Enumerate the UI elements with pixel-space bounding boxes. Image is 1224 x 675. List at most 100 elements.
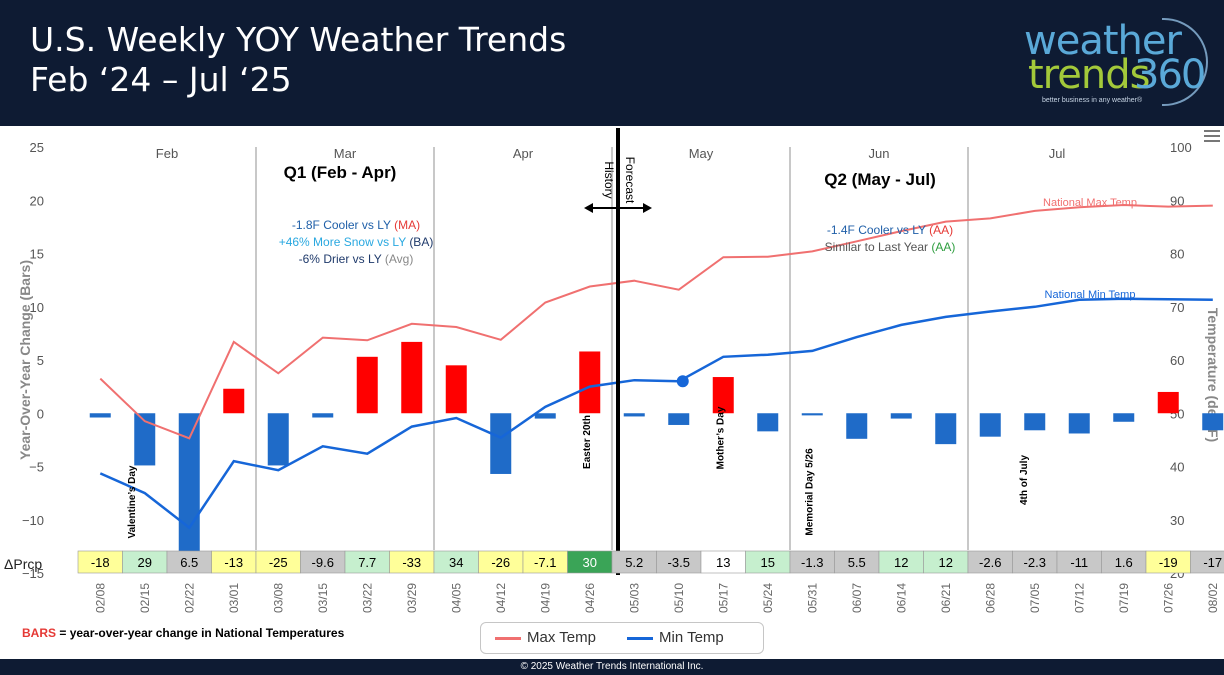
yoy-bar xyxy=(401,341,423,414)
x-tick-label: 05/31 xyxy=(805,583,819,613)
legend-min-line xyxy=(627,637,653,640)
precip-cell-value: -33 xyxy=(402,555,421,570)
yoy-bar xyxy=(712,377,734,414)
forecast-label: Forecast xyxy=(623,157,637,204)
yoy-bar xyxy=(1068,413,1090,434)
yoy-bar xyxy=(178,413,200,568)
yoy-bar xyxy=(1113,413,1135,422)
precip-cell-value: -9.6 xyxy=(312,555,334,570)
history-label: History xyxy=(602,161,616,198)
x-tick-label: 03/15 xyxy=(316,583,330,613)
yoy-bar xyxy=(223,388,245,414)
q2-note-1: -1.4F Cooler vs LY (AA) xyxy=(827,223,953,237)
header-bar: U.S. Weekly YOY Weather Trends Feb ‘24 –… xyxy=(0,0,1224,126)
y-tick-label: 20 xyxy=(30,193,44,208)
page-title: U.S. Weekly YOY Weather Trends Feb ‘24 –… xyxy=(30,20,566,100)
chart-legend: Max Temp Min Temp xyxy=(480,622,764,654)
precip-cell-value: 15 xyxy=(761,555,775,570)
x-tick-label: 05/24 xyxy=(761,583,775,613)
logo-word-360: 360 xyxy=(1134,52,1206,98)
yoy-bar xyxy=(490,413,512,474)
precip-cell-value: -18 xyxy=(91,555,110,570)
yoy-bar xyxy=(757,413,779,432)
y2-tick-label: 80 xyxy=(1170,247,1184,262)
precip-cell-value: 5.5 xyxy=(848,555,866,570)
arrow-right-head-icon xyxy=(643,203,652,213)
arrow-left-head-icon xyxy=(584,203,593,213)
x-tick-label: 05/10 xyxy=(672,583,686,613)
precip-row-label: ΔPrcp xyxy=(4,556,42,572)
precip-cell-value: -25 xyxy=(269,555,288,570)
x-tick-label: 06/21 xyxy=(939,583,953,613)
yoy-bar xyxy=(445,365,467,414)
yoy-bar xyxy=(312,413,334,418)
legend-min-label[interactable]: Min Temp xyxy=(659,629,724,646)
event-label: Mother’s Day xyxy=(715,406,726,469)
month-label: Apr xyxy=(513,146,534,161)
yoy-bar xyxy=(267,413,289,466)
y-tick-label: 5 xyxy=(37,353,44,368)
x-tick-label: 06/14 xyxy=(894,583,908,613)
q2-note-2: Similar to Last Year (AA) xyxy=(825,240,956,254)
event-label: 4th of July xyxy=(1019,455,1030,505)
precip-cell-value: -7.1 xyxy=(534,555,556,570)
precip-cell-value: 6.5 xyxy=(180,555,198,570)
bars-note-text: = year-over-year change in National Temp… xyxy=(56,626,345,640)
min-temp-line xyxy=(99,297,1213,530)
yoy-bar xyxy=(89,413,111,418)
weather-chart: Feb Mar Apr May Jun Jul−15−10−505101520252030… xyxy=(4,128,1224,613)
yoy-bar xyxy=(356,356,378,414)
x-tick-label: 04/26 xyxy=(583,583,597,613)
max-temp-line xyxy=(99,203,1213,440)
yoy-bar xyxy=(134,413,156,466)
x-tick-label: 05/17 xyxy=(716,583,730,613)
month-label: Mar xyxy=(334,146,357,161)
yoy-bar xyxy=(1202,413,1224,431)
precip-cell-value: 29 xyxy=(138,555,152,570)
y-tick-label: 10 xyxy=(30,300,44,315)
precip-cell-value: 7.7 xyxy=(358,555,376,570)
precip-cell-value: -3.5 xyxy=(668,555,690,570)
precip-cell-value: -13 xyxy=(224,555,243,570)
x-tick-label: 07/26 xyxy=(1161,583,1175,613)
yoy-bar xyxy=(668,413,690,425)
title-line-1: U.S. Weekly YOY Weather Trends xyxy=(30,20,567,59)
legend-max-line xyxy=(495,637,521,640)
title-line-2: Feb ‘24 – Jul ‘25 xyxy=(30,60,292,99)
chart-menu-icon[interactable] xyxy=(1204,130,1220,145)
logo-word-trends: trends xyxy=(1028,52,1150,98)
forecast-marker-point xyxy=(676,375,689,388)
x-tick-label: 04/19 xyxy=(538,583,552,613)
min-temp-series-label: National Min Temp xyxy=(1045,289,1136,301)
y-axis-title: Year-Over-Year Change (Bars) xyxy=(17,260,33,460)
precip-cell-value: -1.3 xyxy=(801,555,823,570)
q1-note-3: -6% Drier vs LY (Avg) xyxy=(299,252,414,266)
y2-tick-label: 60 xyxy=(1170,353,1184,368)
precip-cell-value: -2.3 xyxy=(1024,555,1046,570)
x-tick-label: 06/28 xyxy=(983,583,997,613)
q1-note-1: -1.8F Cooler vs LY (MA) xyxy=(292,218,420,232)
weathertrends-logo: weather trends 360 better business in an… xyxy=(1022,14,1212,118)
event-label: Memorial Day 5/26 xyxy=(804,448,815,536)
q1-title: Q1 (Feb - Apr) xyxy=(284,163,397,182)
x-tick-label: 03/01 xyxy=(227,583,241,613)
x-tick-label: 05/03 xyxy=(627,583,641,613)
legend-max-label[interactable]: Max Temp xyxy=(527,629,596,646)
month-label: Jun xyxy=(869,146,890,161)
logo-tagline: better business in any weather® xyxy=(1042,97,1143,104)
y2-axis-title: Temperature (deg F) xyxy=(1205,308,1221,442)
y2-tick-label: 70 xyxy=(1170,300,1184,315)
month-label: May xyxy=(689,146,714,161)
precip-cell-value: 34 xyxy=(449,555,463,570)
yoy-bar xyxy=(890,413,912,419)
yoy-bar xyxy=(1024,413,1046,431)
precip-cell-value: 12 xyxy=(939,555,953,570)
x-tick-label: 03/22 xyxy=(360,583,374,613)
yoy-bar xyxy=(846,413,868,439)
precip-cell-value: -11 xyxy=(1070,555,1088,570)
x-tick-label: 07/12 xyxy=(1072,583,1086,613)
precip-cell-value: -26 xyxy=(491,555,510,570)
q1-note-2: +46% More Snow vs LY (BA) xyxy=(279,235,434,249)
precip-cell-value: -2.6 xyxy=(979,555,1001,570)
bars-note: BARS = year-over-year change in National… xyxy=(22,626,344,640)
